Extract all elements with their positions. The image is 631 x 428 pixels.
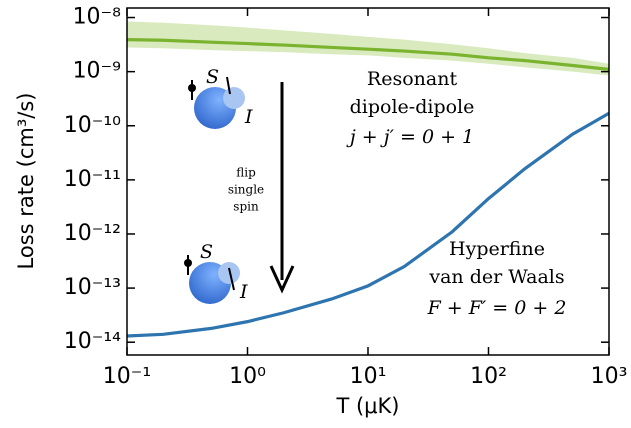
annotation: F + F′ = 0 + 2 bbox=[427, 297, 567, 319]
annotation: van der Waals bbox=[428, 266, 564, 288]
annotation: I bbox=[244, 106, 253, 128]
x-tick-label: 10⁰ bbox=[229, 364, 266, 389]
y-tick-label: 10⁻¹¹ bbox=[64, 167, 121, 192]
arrow-head bbox=[269, 265, 295, 294]
annotation: spin bbox=[233, 200, 259, 214]
y-tick-label: 10⁻¹² bbox=[64, 221, 121, 246]
y-tick-label: 10⁻¹⁴ bbox=[64, 329, 121, 354]
annotation: flip bbox=[236, 166, 256, 180]
y-tick-label: 10⁻⁸ bbox=[73, 5, 122, 30]
annotation: S bbox=[200, 241, 213, 263]
x-tick-label: 10³ bbox=[591, 364, 628, 389]
line bbox=[126, 38, 610, 71]
x-axis-label: T (μK) bbox=[335, 394, 399, 418]
atom-icon bbox=[184, 255, 240, 304]
x-tick-label: 10² bbox=[470, 364, 507, 389]
annotation: I bbox=[239, 281, 248, 303]
annotation: dipole-dipole bbox=[350, 96, 475, 118]
y-tick-label: 10⁻⁹ bbox=[73, 59, 121, 84]
x-tick-label: 10¹ bbox=[350, 364, 387, 389]
annotation: S bbox=[206, 66, 219, 88]
plot-area bbox=[126, 21, 610, 338]
y-tick-label: 10⁻¹³ bbox=[64, 275, 121, 300]
annotation: single bbox=[228, 183, 264, 197]
annotation: Hyperfine bbox=[449, 238, 545, 260]
x-tick-label: 10⁻¹ bbox=[103, 364, 151, 389]
y-axis-label: Loss rate (cm³/s) bbox=[14, 93, 38, 270]
line bbox=[126, 111, 610, 338]
atom-icon bbox=[188, 76, 245, 129]
y-tick-label: 10⁻¹⁰ bbox=[64, 113, 121, 138]
annotation: Resonant bbox=[367, 68, 458, 90]
annotation: j + j′ = 0 + 1 bbox=[346, 126, 474, 148]
